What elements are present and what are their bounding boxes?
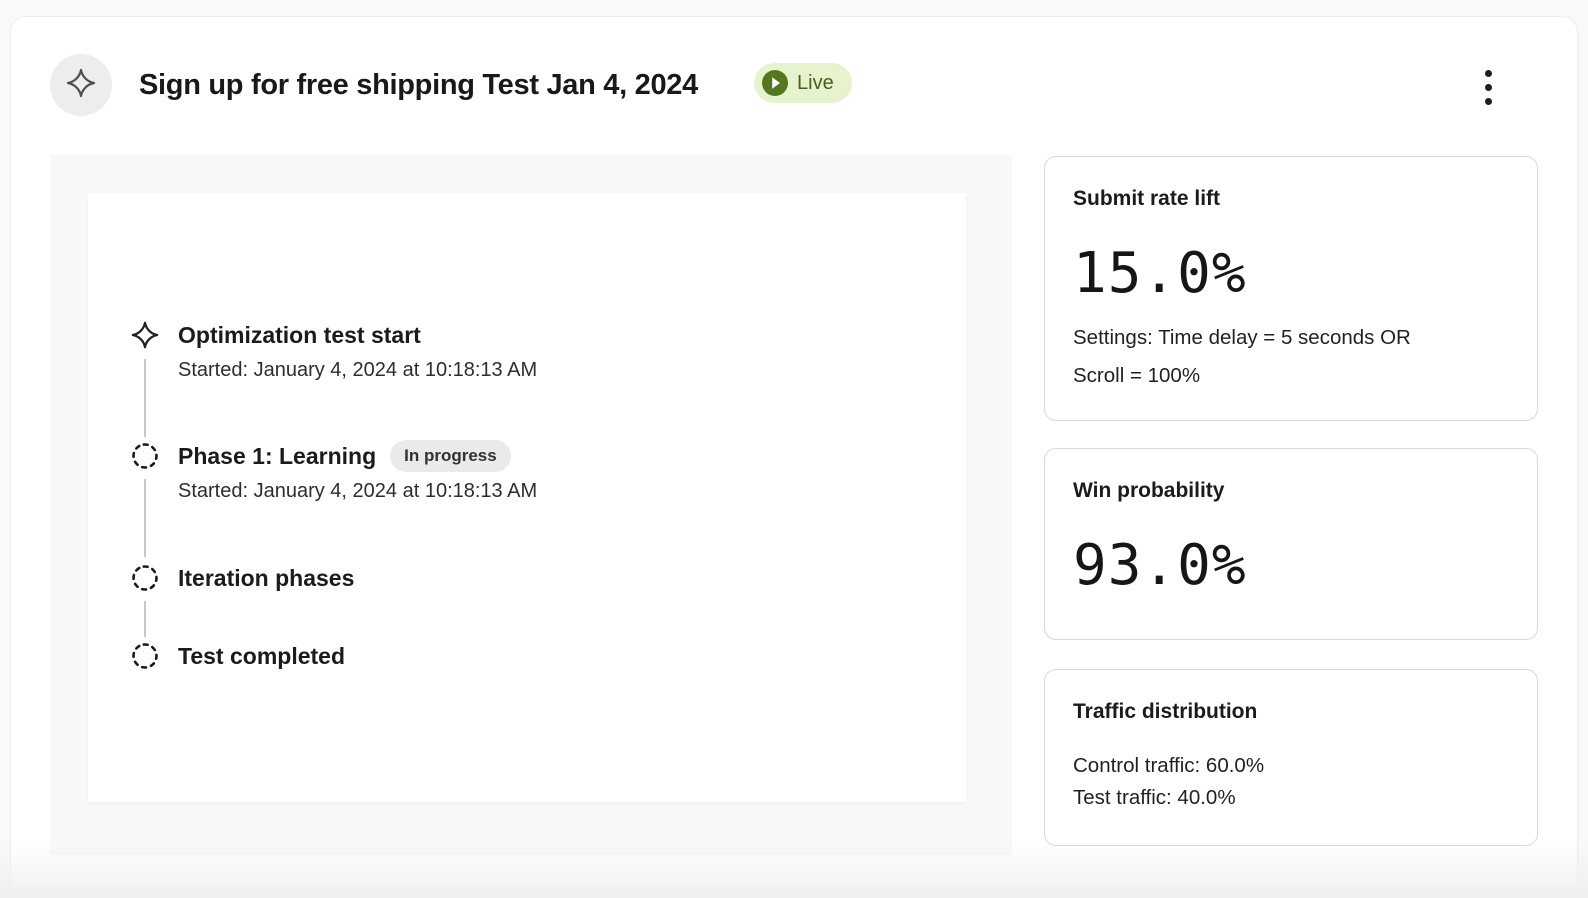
dashed-circle-icon	[88, 562, 178, 593]
timeline-item-timestamp: Started: January 4, 2024 at 10:18:13 AM	[178, 480, 538, 502]
win-probability-card: Win probability 93.0%	[1044, 448, 1538, 640]
traffic-lines: Control traffic: 60.0% Test traffic: 40.…	[1073, 750, 1509, 814]
kebab-icon	[1484, 83, 1492, 91]
page-title: Sign up for free shipping Test Jan 4, 20…	[139, 69, 698, 101]
timeline-connector	[144, 479, 146, 557]
status-badge: Live	[754, 63, 852, 103]
timeline-connector	[144, 359, 146, 437]
control-traffic-line: Control traffic: 60.0%	[1073, 754, 1265, 777]
timeline-item-label: Test completed	[178, 643, 345, 669]
timeline-connector	[144, 601, 146, 637]
timeline-item-test-completed: Test completed	[88, 640, 345, 672]
avatar	[50, 54, 112, 116]
metric-value: 93.0%	[1073, 533, 1247, 598]
timeline-item-label: Optimization test start	[178, 322, 421, 348]
more-actions-button[interactable]	[1466, 59, 1510, 115]
play-icon	[762, 70, 788, 96]
settings-line: Scroll = 100%	[1073, 364, 1201, 387]
metric-title: Win probability	[1073, 479, 1225, 502]
timeline-item-iteration-phases: Iteration phases	[88, 562, 354, 594]
metric-title: Traffic distribution	[1073, 700, 1258, 723]
flow-preview-panel: Optimization test start Started: January…	[50, 155, 1012, 855]
traffic-distribution-card: Traffic distribution Control traffic: 60…	[1044, 669, 1538, 846]
test-traffic-line: Test traffic: 40.0%	[1073, 786, 1236, 809]
settings-line: Settings: Time delay = 5 seconds OR	[1073, 326, 1411, 349]
dashed-circle-icon	[88, 440, 178, 471]
kebab-icon	[1484, 69, 1492, 77]
test-detail-card: Sign up for free shipping Test Jan 4, 20…	[10, 16, 1578, 898]
timeline-item-test-start: Optimization test start Started: January…	[88, 319, 537, 385]
metric-settings: Settings: Time delay = 5 seconds OR Scro…	[1073, 319, 1509, 395]
timeline-item-phase-1: Phase 1: Learning In progress Started: J…	[88, 440, 537, 506]
submit-rate-lift-card: Submit rate lift 15.0% Settings: Time de…	[1044, 156, 1538, 421]
sparkle-icon	[65, 67, 97, 104]
metric-title: Submit rate lift	[1073, 187, 1221, 210]
dashed-circle-icon	[88, 640, 178, 671]
sparkle-icon	[88, 319, 178, 350]
timeline-item-label: Phase 1: Learning	[178, 443, 377, 469]
timeline-canvas: Optimization test start Started: January…	[88, 193, 966, 802]
timeline-item-label: Iteration phases	[178, 565, 355, 591]
kebab-icon	[1484, 97, 1492, 105]
metric-value: 15.0%	[1073, 241, 1247, 306]
status-badge-label: Live	[797, 71, 834, 94]
in-progress-badge: In progress	[390, 440, 511, 472]
timeline-item-timestamp: Started: January 4, 2024 at 10:18:13 AM	[178, 359, 538, 381]
